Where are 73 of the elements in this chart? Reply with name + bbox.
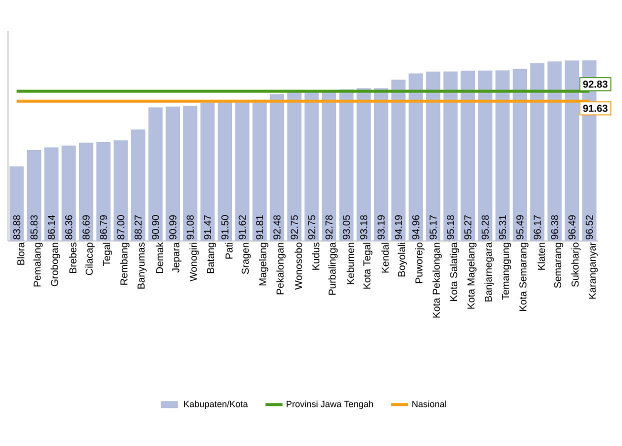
data-label: 91.08: [186, 215, 194, 240]
x-tick-label: Pemalang: [33, 242, 43, 286]
x-tick-label: Brebes: [69, 242, 76, 274]
x-tick-label: Banjarnegara: [484, 242, 494, 302]
data-label: 95.18: [446, 215, 454, 240]
data-label: 95.31: [499, 215, 506, 240]
x-tick-label: Jepara: [172, 242, 182, 273]
data-label: 96.52: [586, 215, 593, 240]
data-label: 91.50: [221, 215, 228, 240]
x-tick-label: Kendal: [381, 242, 389, 273]
x-tick-label: Kota Tegal: [363, 242, 372, 289]
x-tick-label: Kudus: [312, 242, 320, 270]
data-label: 91.63: [583, 104, 608, 112]
x-tick-label: Semarang: [554, 242, 564, 288]
data-label: 91.47: [204, 215, 212, 240]
x-tick-label: Sragen: [242, 242, 251, 274]
legend-label: Nasional: [412, 400, 446, 408]
x-tick-label: Purbalingga: [328, 242, 338, 295]
data-label: 83.88: [13, 215, 20, 240]
x-tick-label: Karanganyar: [588, 242, 598, 299]
data-label: 94.96: [412, 215, 420, 240]
x-tick-label: Magelang: [258, 242, 268, 286]
data-label: 93.05: [342, 215, 350, 240]
data-label: 92.83: [583, 80, 608, 88]
x-tick-label: Cilacap: [85, 242, 95, 276]
data-label: 88.27: [134, 215, 142, 240]
data-label: 92.75: [308, 215, 316, 240]
data-label: 92.48: [273, 215, 281, 240]
data-label: 90.99: [169, 215, 176, 240]
data-label: 93.18: [360, 215, 368, 240]
data-label: 92.75: [290, 215, 298, 240]
data-label: 94.19: [394, 215, 402, 240]
x-tick-label: Batang: [207, 242, 216, 274]
x-tick-label: Kota Semarang: [519, 242, 528, 311]
x-tick-label: Puworejo: [415, 242, 424, 284]
data-label: 96.49: [568, 215, 576, 240]
x-tick-label: Pekalongan: [276, 242, 286, 294]
x-tick-label: Klaten: [538, 242, 545, 270]
legend-label: Provinsi Jawa Tengah: [286, 400, 373, 409]
data-label: 90.90: [152, 215, 160, 240]
data-label: 86.69: [82, 215, 90, 240]
data-label: 86.36: [65, 215, 72, 240]
x-tick-label: Banyumas: [138, 242, 147, 289]
data-label: 96.38: [551, 215, 558, 240]
data-label: 95.28: [482, 215, 489, 240]
x-tick-label: Pati: [225, 242, 233, 259]
x-tick-label: Demak: [156, 242, 164, 274]
data-label: 92.78: [325, 215, 333, 240]
data-label: 95.49: [516, 215, 524, 240]
data-label: 91.81: [256, 215, 264, 240]
x-tick-label: Rembang: [120, 242, 130, 285]
x-tick-label: Sukoharjo: [571, 242, 581, 287]
data-label: 95.17: [430, 215, 437, 240]
x-tick-label: Kota Magelang: [467, 242, 477, 309]
data-label: 86.79: [100, 215, 107, 240]
data-label: 96.17: [534, 215, 541, 240]
x-tick-label: Wonosobo: [294, 242, 302, 290]
data-label: 85.83: [30, 215, 38, 240]
x-tick-label: Temanggung: [502, 242, 512, 300]
x-tick-label: Wonogiri: [190, 242, 199, 282]
data-label: 93.19: [378, 215, 385, 240]
data-label: 91.62: [238, 215, 246, 240]
x-tick-label: Boyolali: [398, 242, 408, 276]
data-label: 86.14: [48, 215, 55, 240]
x-tick-label: Kota Salatiga: [450, 242, 460, 301]
x-tick-label: Blora: [17, 242, 24, 265]
data-label: 95.27: [464, 215, 472, 240]
legend-label: Kabupaten/Kota: [184, 400, 248, 409]
x-tick-label: Kebumen: [346, 242, 354, 284]
x-tick-label: Grobogan: [50, 242, 60, 286]
x-tick-label: Tegal: [102, 242, 112, 266]
x-tick-label: Kota Pekalongan: [432, 242, 442, 318]
data-label: 87.00: [117, 215, 124, 240]
